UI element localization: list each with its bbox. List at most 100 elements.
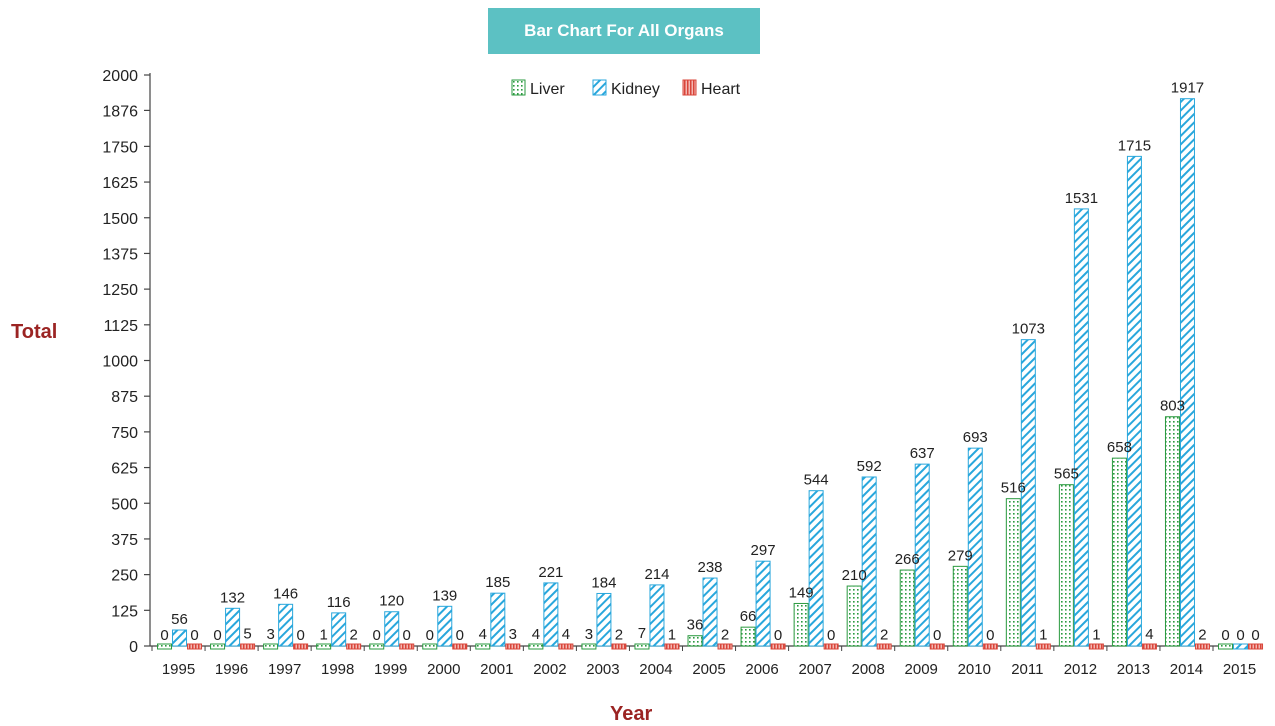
legend-label-heart: Heart (701, 81, 741, 98)
data-label: 2 (880, 626, 888, 643)
bar-liver (263, 643, 279, 650)
legend-swatch-liver (511, 79, 526, 96)
bar-heart (452, 643, 468, 650)
bar-heart (876, 643, 892, 650)
bar-kidney (490, 592, 506, 647)
x-tick-label: 2000 (427, 661, 460, 678)
y-tick-label: 1000 (102, 354, 138, 371)
data-label: 0 (213, 627, 221, 644)
data-label: 5 (243, 626, 251, 643)
bar-liver (846, 585, 862, 647)
data-label: 1 (320, 627, 328, 644)
bar-heart (240, 643, 256, 650)
bar-kidney (1126, 155, 1142, 647)
data-label: 2 (721, 626, 729, 643)
chart-title: Bar Chart For All Organs (488, 8, 760, 54)
x-tick-label: 2015 (1223, 661, 1256, 678)
bar-heart (505, 643, 521, 650)
data-label: 4 (479, 626, 487, 643)
x-tick-label: 2001 (480, 661, 513, 678)
data-label: 56 (171, 611, 188, 628)
bar-liver (1164, 416, 1180, 647)
bar-liver (687, 635, 703, 647)
y-tick-label: 500 (111, 496, 138, 513)
x-tick-label: 2013 (1117, 661, 1150, 678)
x-tick-label: 2008 (851, 661, 884, 678)
data-label: 4 (562, 626, 570, 643)
legend-label-liver: Liver (530, 81, 565, 98)
x-tick-label: 2004 (639, 661, 672, 678)
data-label: 3 (585, 626, 593, 643)
legend-swatch-heart (682, 79, 697, 96)
bar-liver (581, 643, 597, 650)
data-label: 279 (948, 547, 973, 564)
y-tick-label: 2000 (102, 68, 138, 85)
bar-kidney (914, 463, 930, 647)
x-tick-label: 2009 (905, 661, 938, 678)
data-label: 0 (1236, 627, 1244, 644)
y-tick-label: 250 (111, 568, 138, 585)
data-label: 0 (190, 627, 198, 644)
bar-kidney (596, 592, 612, 647)
data-label: 2 (350, 626, 358, 643)
data-label: 132 (220, 589, 245, 606)
bar-liver (422, 643, 438, 650)
x-axis-title: Year (610, 703, 653, 725)
bar-kidney (278, 603, 294, 647)
legend-label-kidney: Kidney (611, 81, 660, 98)
y-tick-label: 125 (111, 603, 138, 620)
data-label: 693 (963, 429, 988, 446)
y-tick-label: 1625 (102, 175, 138, 192)
data-label: 221 (538, 564, 563, 581)
data-label: 1073 (1012, 321, 1045, 338)
bar-liver (899, 569, 915, 647)
bar-liver (740, 626, 756, 647)
x-tick-label: 2005 (692, 661, 725, 678)
bar-kidney (967, 447, 983, 647)
bar-heart (1035, 643, 1051, 650)
bar-heart (929, 643, 945, 650)
bar-liver (369, 643, 385, 650)
bar-heart (717, 643, 733, 650)
bar-liver (316, 643, 332, 650)
data-label: 2 (1198, 626, 1206, 643)
bar-kidney (649, 584, 665, 647)
data-label: 4 (1145, 626, 1153, 643)
x-tick-label: 2012 (1064, 661, 1097, 678)
y-tick-label: 1250 (102, 282, 138, 299)
data-label: 0 (1221, 627, 1229, 644)
bar-liver (528, 643, 544, 650)
x-tick-label: 2007 (798, 661, 831, 678)
data-label: 637 (910, 445, 935, 462)
x-tick-label: 2011 (1011, 661, 1043, 678)
y-axis-title: Total (11, 321, 58, 343)
bar-heart (399, 643, 415, 650)
bar-heart (1248, 643, 1264, 650)
data-label: 658 (1107, 439, 1132, 456)
x-tick-label: 1996 (215, 661, 248, 678)
bar-heart (187, 643, 203, 650)
bar-liver (1058, 484, 1074, 647)
data-label: 0 (296, 627, 304, 644)
bar-liver (157, 643, 173, 650)
data-label: 1531 (1065, 190, 1098, 207)
bar-kidney (1020, 339, 1036, 647)
x-tick-label: 2014 (1170, 661, 1203, 678)
bar-kidney (437, 605, 453, 647)
data-label: 36 (687, 617, 704, 634)
bar-liver (210, 643, 226, 650)
data-label: 214 (644, 566, 669, 583)
data-label: 1715 (1118, 137, 1151, 154)
data-label: 3 (266, 626, 274, 643)
data-label: 149 (789, 584, 814, 601)
bar-kidney (225, 607, 241, 647)
data-label: 210 (842, 567, 867, 584)
bar-liver (475, 643, 491, 650)
bar-kidney (1073, 208, 1089, 647)
data-label: 184 (591, 574, 616, 591)
bar-kidney (702, 577, 718, 647)
bar-kidney (543, 582, 559, 647)
data-label: 0 (403, 627, 411, 644)
x-tick-label: 2010 (958, 661, 991, 678)
data-label: 2 (615, 626, 623, 643)
